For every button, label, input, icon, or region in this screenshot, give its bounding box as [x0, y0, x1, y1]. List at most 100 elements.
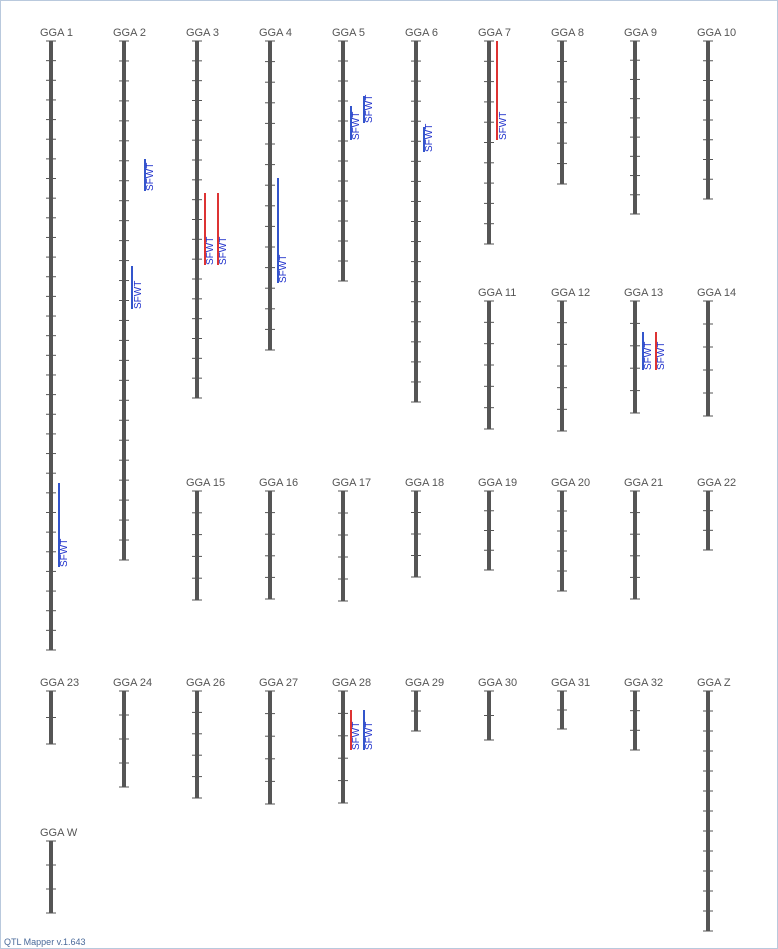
chromosome-label: GGA 1 [40, 27, 73, 39]
chromosome-label: GGA 29 [405, 677, 444, 689]
qtl-label: SFWT [218, 237, 229, 265]
chromosome-gga-22: GGA 22 [697, 477, 736, 551]
chromosome-label: GGA W [40, 827, 78, 839]
qtl-label: SFWT [498, 112, 509, 140]
qtl-gga-4-blue[interactable]: SFWT [277, 178, 289, 283]
qtl-gga-28-blue[interactable]: SFWT [363, 710, 375, 750]
qtl-gga-3-red[interactable]: SFWT [204, 193, 216, 265]
chromosome-label: GGA 7 [478, 27, 511, 39]
qtl-label: SFWT [205, 237, 216, 265]
chromosome-gga-4: GGA 4 [259, 27, 292, 351]
qtl-gga-5-blue[interactable]: SFWT [363, 95, 375, 123]
chromosome-label: GGA 18 [405, 477, 444, 489]
chromosome-bar [341, 691, 345, 803]
chromosome-label: GGA 2 [113, 27, 146, 39]
qtl-gga-5-blue[interactable]: SFWT [350, 106, 362, 140]
chromosome-label: GGA 22 [697, 477, 736, 489]
qtl-gga-13-red[interactable]: SFWT [655, 332, 667, 370]
chromosome-label: GGA 3 [186, 27, 219, 39]
qtl-gga-13-blue[interactable]: SFWT [642, 332, 654, 370]
qtl-label: SFWT [643, 342, 654, 370]
chromosome-gga-6: GGA 6 [405, 27, 438, 403]
qtl-gga-7-red[interactable]: SFWT [496, 41, 509, 140]
qtl-gga-3-red[interactable]: SFWT [217, 193, 229, 265]
qtl-gga-2-blue[interactable]: SFWT [131, 266, 144, 309]
chromosome-gga-11: GGA 11 [478, 287, 516, 430]
qtl-gga-2-blue[interactable]: SFWT [144, 159, 156, 191]
chromosome-label: GGA 32 [624, 677, 663, 689]
chromosome-label: GGA 20 [551, 477, 590, 489]
chromosome-label: GGA 6 [405, 27, 438, 39]
chromosome-gga-10: GGA 10 [697, 27, 736, 200]
chromosome-gga-w: GGA W [40, 827, 78, 914]
chromosome-label: GGA 15 [186, 477, 225, 489]
chromosome-gga-28: GGA 28 [332, 677, 371, 804]
qtl-label: SFWT [364, 95, 375, 123]
chromosome-label: GGA 23 [40, 677, 79, 689]
chromosome-gga-15: GGA 15 [186, 477, 225, 601]
chromosome-label: GGA Z [697, 677, 731, 689]
qtl-gga-6-blue[interactable]: SFWT [423, 124, 435, 152]
qtl-gga-1-blue[interactable]: SFWT [58, 483, 70, 567]
chromosome-gga-30: GGA 30 [478, 677, 517, 741]
chromosome-label: GGA 12 [551, 287, 590, 299]
chromosome-gga-9: GGA 9 [624, 27, 657, 215]
chromosome-label: GGA 11 [478, 287, 516, 299]
chromosome-gga-18: GGA 18 [405, 477, 444, 578]
chromosome-label: GGA 28 [332, 677, 371, 689]
chromosome-gga-13: GGA 13 [624, 287, 663, 414]
chromosome-gga-27: GGA 27 [259, 677, 298, 805]
chromosome-label: GGA 27 [259, 677, 298, 689]
chromosome-gga-1: GGA 1 [40, 27, 73, 651]
chromosome-gga-2: GGA 2 [113, 27, 146, 561]
chromosome-bar [195, 491, 199, 600]
chromosome-label: GGA 21 [624, 477, 663, 489]
qtl-label: SFWT [656, 342, 667, 370]
chromosome-bar [49, 841, 53, 913]
chromosome-label: GGA 4 [259, 27, 292, 39]
chromosome-gga-20: GGA 20 [551, 477, 590, 592]
chromosome-bar [706, 301, 710, 416]
qtl-label: SFWT [278, 255, 289, 283]
chromosome-label: GGA 13 [624, 287, 663, 299]
chromosome-bar [633, 691, 637, 750]
chromosome-gga-21: GGA 21 [624, 477, 663, 600]
chromosome-gga-29: GGA 29 [405, 677, 444, 732]
chromosome-label: GGA 16 [259, 477, 298, 489]
chromosome-gga-17: GGA 17 [332, 477, 371, 602]
chromosome-label: GGA 9 [624, 27, 657, 39]
chromosome-gga-5: GGA 5 [332, 27, 365, 282]
chromosome-gga-12: GGA 12 [551, 287, 590, 432]
chromosome-label: GGA 19 [478, 477, 517, 489]
chromosome-bar [633, 41, 637, 214]
chromosome-bar [341, 491, 345, 601]
chromosome-gga-24: GGA 24 [113, 677, 152, 788]
chromosome-gga-14: GGA 14 [697, 287, 736, 417]
chromosome-gga-19: GGA 19 [478, 477, 517, 571]
qtl-label: SFWT [59, 539, 70, 567]
qtl-label: SFWT [424, 124, 435, 152]
version-footer: QTL Mapper v.1.643 [4, 937, 86, 947]
qtl-label: SFWT [133, 281, 144, 309]
chromosome-gga-z: GGA Z [697, 677, 731, 932]
chromosome-bar [560, 41, 564, 184]
chromosome-label: GGA 5 [332, 27, 365, 39]
chromosome-bar [633, 491, 637, 599]
chromosome-label: GGA 24 [113, 677, 152, 689]
chromosome-bar [268, 41, 272, 350]
chromosome-label: GGA 8 [551, 27, 584, 39]
chromosome-gga-23: GGA 23 [40, 677, 79, 745]
qtl-label: SFWT [351, 112, 362, 140]
chromosome-bar [633, 301, 637, 413]
chromosome-gga-7: GGA 7 [478, 27, 511, 245]
chromosome-label: GGA 26 [186, 677, 225, 689]
chromosome-bar [560, 491, 564, 591]
chromosome-label: GGA 10 [697, 27, 736, 39]
chromosome-gga-26: GGA 26 [186, 677, 225, 799]
chromosome-label: GGA 14 [697, 287, 736, 299]
qtl-gga-28-red[interactable]: SFWT [350, 710, 362, 750]
chromosome-label: GGA 31 [551, 677, 590, 689]
chromosome-label: GGA 17 [332, 477, 371, 489]
